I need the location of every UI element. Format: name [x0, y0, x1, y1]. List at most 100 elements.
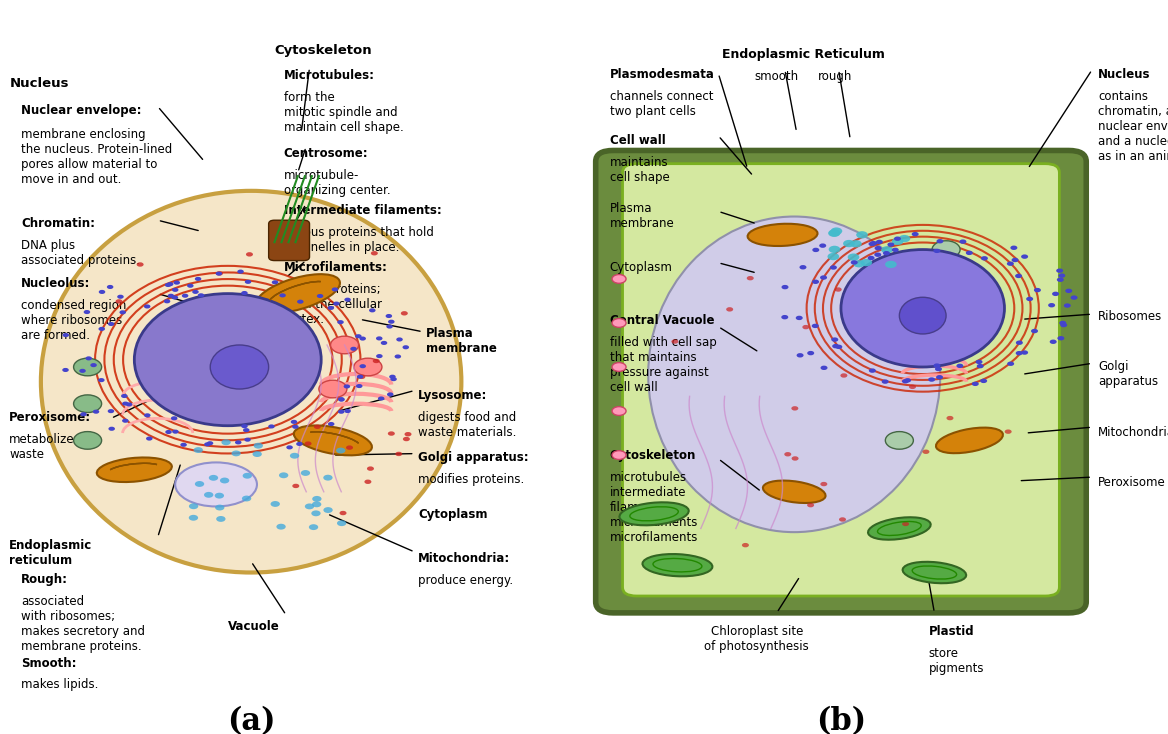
- Ellipse shape: [763, 481, 826, 503]
- Circle shape: [242, 495, 251, 501]
- Circle shape: [812, 280, 819, 284]
- Circle shape: [848, 253, 860, 261]
- Circle shape: [888, 242, 895, 247]
- Ellipse shape: [175, 462, 257, 506]
- Circle shape: [387, 324, 392, 329]
- Circle shape: [876, 240, 883, 244]
- Circle shape: [269, 424, 274, 429]
- Circle shape: [364, 479, 371, 484]
- Text: microtubule-
organizing center.: microtubule- organizing center.: [284, 169, 390, 197]
- Text: filled with cell sap
that maintains
pressure against
cell wall: filled with cell sap that maintains pres…: [610, 336, 716, 394]
- Circle shape: [222, 440, 231, 446]
- Circle shape: [892, 238, 904, 245]
- Circle shape: [395, 451, 402, 456]
- Circle shape: [357, 374, 363, 379]
- Circle shape: [972, 382, 979, 386]
- Ellipse shape: [936, 428, 1003, 453]
- Circle shape: [1059, 321, 1066, 325]
- Text: Cytoplasm: Cytoplasm: [610, 261, 673, 274]
- Circle shape: [975, 360, 982, 364]
- Circle shape: [204, 443, 210, 446]
- Circle shape: [812, 247, 819, 252]
- Circle shape: [853, 260, 864, 267]
- Circle shape: [290, 453, 299, 459]
- Circle shape: [355, 334, 362, 338]
- Text: Ribosomes: Ribosomes: [1098, 310, 1162, 323]
- Circle shape: [336, 448, 346, 454]
- Text: Peroxisome:: Peroxisome:: [9, 411, 91, 424]
- Circle shape: [404, 432, 411, 437]
- Text: produce energy.: produce energy.: [418, 574, 513, 587]
- Circle shape: [98, 378, 105, 382]
- Circle shape: [936, 375, 943, 379]
- Circle shape: [204, 492, 214, 498]
- Circle shape: [1057, 336, 1064, 341]
- Circle shape: [312, 510, 321, 516]
- Circle shape: [243, 473, 252, 479]
- Circle shape: [182, 294, 188, 298]
- Circle shape: [137, 262, 144, 266]
- Circle shape: [308, 524, 318, 530]
- Circle shape: [84, 310, 90, 314]
- Text: Microtubules:: Microtubules:: [284, 69, 375, 82]
- Circle shape: [1064, 303, 1071, 308]
- Circle shape: [1010, 246, 1017, 250]
- Text: associated
with ribosomes;
makes secretory and
membrane proteins.: associated with ribosomes; makes secreto…: [21, 595, 145, 653]
- Circle shape: [253, 443, 263, 448]
- Circle shape: [841, 374, 848, 378]
- Circle shape: [209, 475, 218, 481]
- Circle shape: [350, 346, 356, 351]
- Circle shape: [1061, 323, 1068, 327]
- Circle shape: [168, 294, 174, 298]
- Circle shape: [1048, 303, 1055, 308]
- Circle shape: [189, 515, 199, 520]
- Circle shape: [883, 251, 890, 255]
- Ellipse shape: [97, 457, 172, 482]
- Text: Golgi
apparatus: Golgi apparatus: [1098, 360, 1157, 388]
- Circle shape: [395, 355, 401, 358]
- Circle shape: [312, 496, 321, 502]
- Circle shape: [795, 316, 802, 320]
- Circle shape: [1034, 288, 1041, 292]
- Circle shape: [165, 430, 172, 434]
- Circle shape: [81, 413, 86, 416]
- Circle shape: [107, 409, 114, 413]
- Circle shape: [933, 249, 940, 253]
- Circle shape: [194, 447, 203, 453]
- Circle shape: [277, 524, 286, 530]
- Circle shape: [937, 239, 944, 244]
- Circle shape: [332, 288, 339, 291]
- Text: store
pigments: store pigments: [929, 647, 985, 675]
- Circle shape: [279, 294, 286, 297]
- Circle shape: [381, 341, 388, 345]
- Circle shape: [339, 398, 345, 401]
- Circle shape: [373, 359, 380, 363]
- Circle shape: [180, 443, 187, 447]
- Circle shape: [976, 364, 983, 368]
- Circle shape: [333, 302, 340, 305]
- Circle shape: [802, 325, 809, 330]
- Circle shape: [882, 379, 889, 384]
- Text: Nucleolus:: Nucleolus:: [21, 277, 90, 291]
- Ellipse shape: [642, 554, 712, 576]
- Text: maintains
cell shape: maintains cell shape: [610, 156, 669, 184]
- Circle shape: [830, 228, 842, 235]
- Text: Plasma
membrane: Plasma membrane: [610, 202, 674, 230]
- Circle shape: [356, 384, 362, 388]
- Circle shape: [171, 416, 178, 421]
- Circle shape: [119, 310, 126, 314]
- Circle shape: [869, 241, 876, 246]
- Circle shape: [385, 314, 392, 318]
- Circle shape: [317, 294, 324, 298]
- Text: Chloroplast site
of photosynthesis: Chloroplast site of photosynthesis: [704, 625, 809, 653]
- Circle shape: [829, 229, 841, 236]
- Text: makes lipids.: makes lipids.: [21, 678, 98, 691]
- Circle shape: [807, 503, 814, 507]
- Circle shape: [345, 298, 350, 302]
- Text: DNA plus
associated proteins.: DNA plus associated proteins.: [21, 239, 140, 266]
- Circle shape: [117, 294, 124, 299]
- Circle shape: [1031, 329, 1038, 333]
- Circle shape: [376, 354, 383, 358]
- Text: Nucleus: Nucleus: [1098, 68, 1150, 81]
- Ellipse shape: [134, 294, 321, 426]
